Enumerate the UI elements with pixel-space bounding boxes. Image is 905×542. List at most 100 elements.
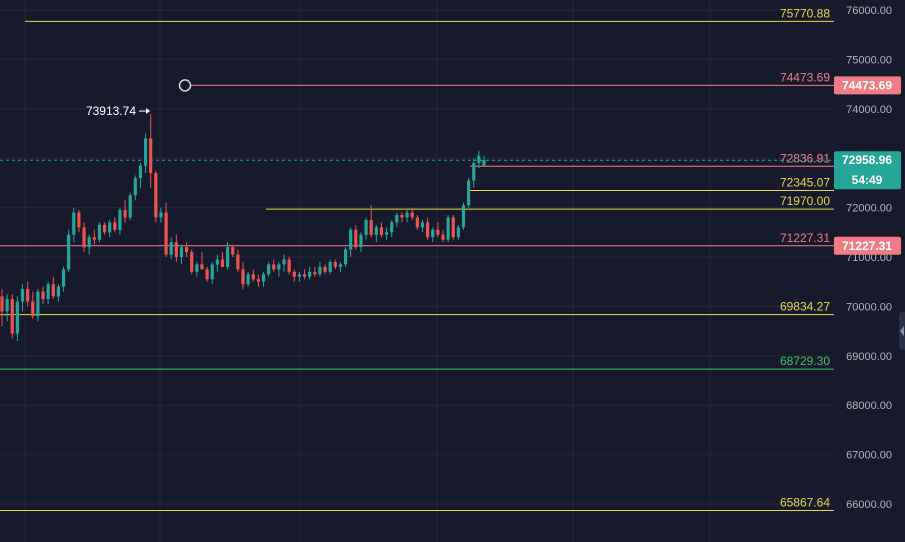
grid-lines (0, 0, 834, 542)
candle (200, 252, 204, 270)
price-level-68729.30[interactable]: 68729.30 (0, 354, 834, 370)
candle-body (118, 210, 122, 230)
candle-body (297, 274, 302, 277)
candle-body (46, 284, 50, 299)
candle (149, 113, 153, 188)
axis-tick-label: 66000.00 (846, 499, 892, 511)
candle (369, 205, 373, 238)
level-label: 74473.69 (780, 70, 830, 84)
candle (184, 242, 189, 257)
candle-body (102, 224, 107, 233)
price-level-71970.00[interactable]: 71970.00 (266, 194, 834, 210)
candle (159, 207, 163, 223)
candle-body (323, 266, 327, 272)
candle-body (292, 271, 296, 277)
candle-body (282, 259, 286, 265)
candle (113, 217, 117, 233)
candle-body (431, 229, 435, 238)
candle (302, 269, 307, 280)
price-level-72836.91[interactable]: 72836.91 (470, 151, 834, 167)
candle (333, 259, 337, 270)
candle (313, 266, 317, 277)
candle (328, 259, 332, 275)
candle (292, 269, 296, 282)
candle-body (420, 222, 425, 228)
price-level-69834.27[interactable]: 69834.27 (0, 300, 834, 316)
candle (400, 212, 404, 223)
candle-body (272, 264, 276, 270)
candle-body (87, 237, 91, 248)
candle (343, 247, 348, 267)
candle-body (128, 195, 132, 218)
candle-body (374, 227, 378, 235)
candle (15, 296, 19, 341)
price-level-71227.31[interactable]: 71227.31 (0, 231, 834, 247)
candle-body (92, 237, 96, 240)
candle-body (236, 254, 240, 270)
candle-body (184, 247, 189, 253)
candle-body (108, 222, 112, 233)
annotations: 73913.74 (0, 104, 834, 161)
candle (308, 266, 312, 280)
candle (108, 219, 112, 238)
line-anchor-handle[interactable] (178, 79, 192, 92)
candle-body (379, 227, 384, 235)
price-level-74473.69[interactable]: 74473.69 (185, 70, 834, 86)
candle (456, 224, 460, 240)
candle-body (5, 298, 9, 312)
candle-body (41, 291, 45, 299)
candle-body (400, 215, 404, 218)
candle-body (477, 155, 481, 164)
collapse-panel-handle[interactable] (899, 312, 905, 350)
candle-body (456, 227, 460, 238)
candle-body (210, 264, 214, 280)
candle-body (195, 264, 199, 272)
candle (467, 177, 471, 208)
price-axis[interactable]: 76000.0075000.0074000.0073000.0072000.00… (834, 0, 905, 542)
candle-body (261, 274, 266, 282)
price-level-72345.07[interactable]: 72345.07 (470, 176, 834, 192)
price-level-75770.88[interactable]: 75770.88 (25, 6, 834, 22)
candle (92, 229, 96, 245)
candle-body (467, 180, 471, 206)
candle (41, 286, 45, 304)
candle-body (313, 271, 317, 275)
candle (133, 175, 137, 201)
price-level-65867.64[interactable]: 65867.64 (0, 496, 834, 512)
level-label: 68729.30 (780, 354, 830, 368)
candle (241, 261, 245, 290)
candle (61, 266, 66, 292)
candle (364, 217, 368, 240)
candle-body (441, 234, 445, 240)
candle-body (220, 259, 225, 267)
candle-body (256, 279, 260, 282)
candle-body (31, 301, 35, 317)
candle (374, 224, 378, 243)
level-label: 65867.64 (780, 496, 830, 510)
candle (174, 234, 178, 262)
axis-tag-label: 74473.69 (842, 78, 892, 92)
candle (195, 261, 199, 277)
candle (20, 284, 25, 312)
candle (102, 222, 107, 235)
candle-body (472, 163, 476, 181)
candle (277, 261, 281, 277)
candle-body (133, 177, 137, 196)
candle-body (410, 212, 414, 218)
candle (210, 261, 214, 285)
candle-body (246, 274, 250, 285)
horizontal-levels[interactable]: 75770.88 74473.69 72836.91 72345.07 71970.00… (0, 6, 834, 512)
axis-tick-label: 74000.00 (846, 104, 892, 116)
candle-body (482, 160, 486, 166)
candle-body (154, 173, 158, 218)
candle-body (359, 234, 363, 248)
candle-body (251, 274, 255, 280)
candle-body (436, 229, 440, 235)
candle (164, 202, 168, 257)
axis-tick-label: 67000.00 (846, 450, 892, 462)
candle (169, 237, 173, 260)
last-price-tag-label: 72958.96 (842, 153, 892, 167)
candle-body (328, 261, 332, 272)
